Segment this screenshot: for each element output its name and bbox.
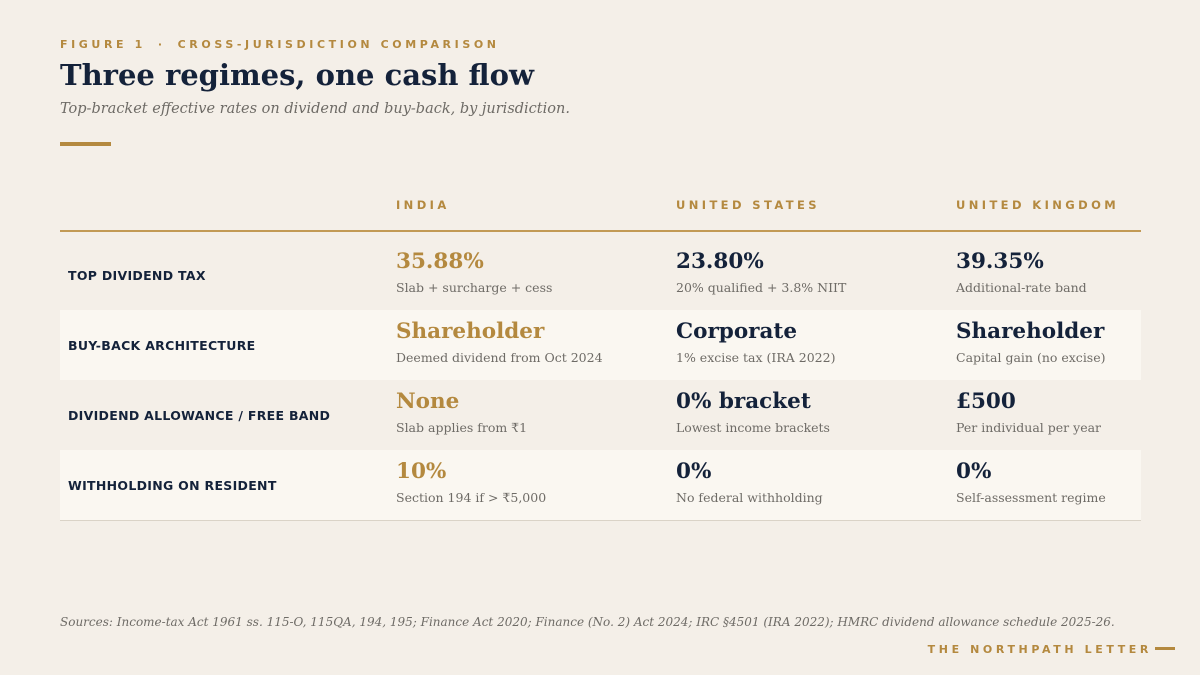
- cell-value: 0%: [676, 459, 712, 484]
- cell-note: 1% excise tax (IRA 2022): [676, 350, 836, 365]
- cell-value: 35.88%: [396, 249, 484, 274]
- table-body: TOP DIVIDEND TAX 35.88% Slab + surcharge…: [60, 232, 1141, 521]
- figure-kicker: FIGURE 1 · CROSS-JURISDICTION COMPARISON: [60, 38, 500, 51]
- column-header-india: INDIA: [396, 198, 450, 212]
- table-cell: 35.88% Slab + surcharge + cess: [396, 248, 552, 295]
- table-row: WITHHOLDING ON RESIDENT 10% Section 194 …: [60, 450, 1141, 520]
- cell-note: Self-assessment regime: [956, 490, 1106, 505]
- comparison-table: INDIA UNITED STATES UNITED KINGDOM TOP D…: [60, 182, 1141, 521]
- table-cell: Shareholder Deemed dividend from Oct 202…: [396, 318, 603, 365]
- cell-note: Section 194 if > ₹5,000: [396, 490, 547, 505]
- cell-value: 0%: [956, 459, 992, 484]
- cell-value: 39.35%: [956, 249, 1044, 274]
- cell-value: 23.80%: [676, 249, 764, 274]
- table-cell: 10% Section 194 if > ₹5,000: [396, 458, 546, 505]
- table-cell: None Slab applies from ₹1: [396, 388, 527, 435]
- column-header-united-kingdom: UNITED KINGDOM: [956, 198, 1120, 212]
- brand-rule: [1155, 647, 1175, 650]
- table-cell: 0% Self-assessment regime: [956, 458, 1106, 505]
- cell-note: Capital gain (no excise): [956, 350, 1106, 365]
- table-row: BUY-BACK ARCHITECTURE Shareholder Deemed…: [60, 310, 1141, 380]
- cell-value: None: [396, 389, 460, 414]
- sources-note: Sources: Income-tax Act 1961 ss. 115-O, …: [60, 615, 1115, 629]
- row-label: TOP DIVIDEND TAX: [68, 268, 206, 283]
- column-header-united-states: UNITED STATES: [676, 198, 820, 212]
- cell-note: Per individual per year: [956, 420, 1102, 435]
- cell-value: Corporate: [676, 319, 798, 344]
- table-header: INDIA UNITED STATES UNITED KINGDOM: [60, 182, 1141, 232]
- table-cell: 23.80% 20% qualified + 3.8% NIIT: [676, 248, 846, 295]
- table-cell: Shareholder Capital gain (no excise): [956, 318, 1106, 365]
- cell-note: 20% qualified + 3.8% NIIT: [676, 280, 847, 295]
- cell-value: Shareholder: [396, 319, 545, 344]
- cell-value: 10%: [396, 459, 447, 484]
- cell-note: Lowest income brackets: [676, 420, 830, 435]
- table-row: DIVIDEND ALLOWANCE / FREE BAND None Slab…: [60, 380, 1141, 450]
- section-label: CROSS-JURISDICTION COMPARISON: [177, 38, 500, 51]
- cell-note: Slab + surcharge + cess: [396, 280, 553, 295]
- cell-note: No federal withholding: [676, 490, 823, 505]
- table-row: TOP DIVIDEND TAX 35.88% Slab + surcharge…: [60, 240, 1141, 310]
- row-label: WITHHOLDING ON RESIDENT: [68, 478, 277, 493]
- accent-rule: [60, 142, 111, 146]
- page-title: Three regimes, one cash flow: [60, 58, 534, 92]
- figure-label: FIGURE 1: [60, 38, 146, 51]
- table-cell: Corporate 1% excise tax (IRA 2022): [676, 318, 835, 365]
- cell-note: Deemed dividend from Oct 2024: [396, 350, 603, 365]
- cell-value: 0% bracket: [676, 389, 811, 414]
- row-label: DIVIDEND ALLOWANCE / FREE BAND: [68, 408, 331, 423]
- table-cell: 0% bracket Lowest income brackets: [676, 388, 830, 435]
- kicker-separator: ·: [157, 38, 166, 51]
- table-cell: £500 Per individual per year: [956, 388, 1101, 435]
- cell-note: Additional-rate band: [956, 280, 1087, 295]
- cell-value: £500: [956, 389, 1016, 414]
- table-cell: 39.35% Additional-rate band: [956, 248, 1087, 295]
- row-label: BUY-BACK ARCHITECTURE: [68, 338, 256, 353]
- cell-note: Slab applies from ₹1: [396, 420, 528, 435]
- page-subtitle: Top-bracket effective rates on dividend …: [60, 101, 570, 117]
- table-cell: 0% No federal withholding: [676, 458, 823, 505]
- cell-value: Shareholder: [956, 319, 1105, 344]
- publication-brand: THE NORTHPATH LETTER: [927, 643, 1152, 656]
